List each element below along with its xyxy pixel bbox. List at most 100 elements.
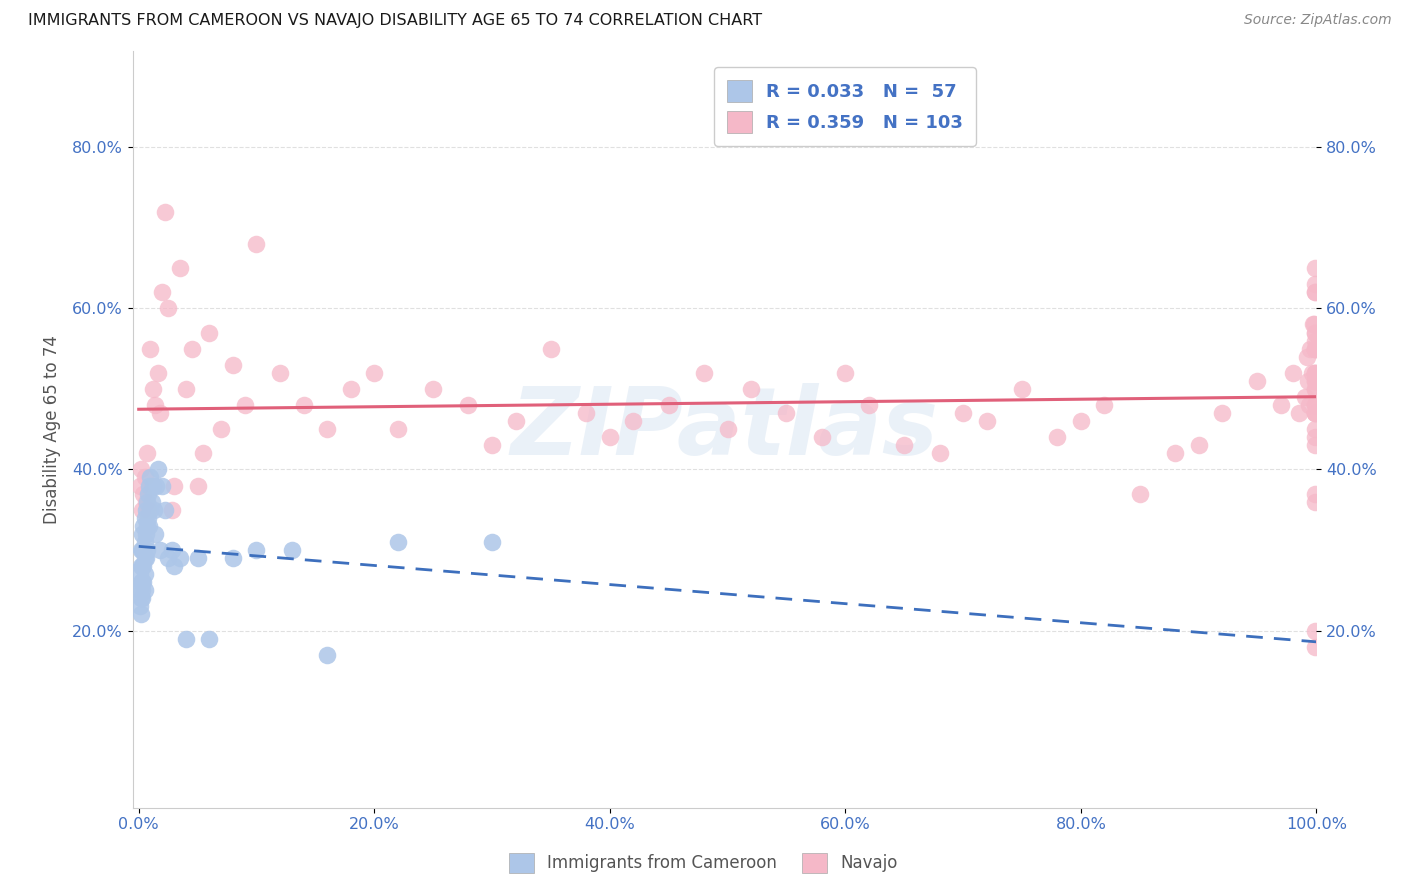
Point <box>128 599 150 614</box>
Point <box>693 366 716 380</box>
Point <box>131 543 153 558</box>
Point <box>1288 406 1310 420</box>
Point <box>174 382 197 396</box>
Point <box>136 510 159 524</box>
Point <box>149 406 172 420</box>
Point <box>157 551 180 566</box>
Point <box>245 543 267 558</box>
Text: IMMIGRANTS FROM CAMEROON VS NAVAJO DISABILITY AGE 65 TO 74 CORRELATION CHART: IMMIGRANTS FROM CAMEROON VS NAVAJO DISAB… <box>28 13 762 29</box>
Point <box>135 494 157 508</box>
Point <box>135 527 157 541</box>
Point <box>1303 285 1326 300</box>
Point <box>1270 398 1292 412</box>
Point <box>136 502 159 516</box>
Point <box>1303 438 1326 452</box>
Point <box>174 632 197 646</box>
Point <box>143 527 166 541</box>
Point <box>1303 342 1326 356</box>
Point <box>129 607 152 622</box>
Point <box>1303 366 1326 380</box>
Point <box>193 446 215 460</box>
Point <box>222 551 245 566</box>
Point <box>198 632 221 646</box>
Point <box>149 543 172 558</box>
Point <box>134 535 156 549</box>
Point <box>129 591 152 606</box>
Point <box>134 583 156 598</box>
Point <box>157 301 180 316</box>
Point <box>292 398 315 412</box>
Point <box>150 285 173 300</box>
Point <box>131 575 153 590</box>
Point <box>180 342 202 356</box>
Point <box>1246 374 1268 388</box>
Point <box>128 478 150 492</box>
Point <box>134 470 156 484</box>
Point <box>1303 326 1326 340</box>
Point <box>1303 374 1326 388</box>
Point <box>141 494 163 508</box>
Point <box>1303 640 1326 654</box>
Point <box>139 502 162 516</box>
Point <box>1303 406 1326 420</box>
Point <box>139 470 162 484</box>
Point <box>136 446 159 460</box>
Point <box>139 342 162 356</box>
Point <box>540 342 562 356</box>
Point <box>858 398 880 412</box>
Point <box>1303 342 1326 356</box>
Point <box>135 551 157 566</box>
Point <box>134 567 156 582</box>
Legend: Immigrants from Cameroon, Navajo: Immigrants from Cameroon, Navajo <box>502 847 904 880</box>
Point <box>129 575 152 590</box>
Point <box>1303 382 1326 396</box>
Point <box>1299 342 1322 356</box>
Point <box>1011 382 1033 396</box>
Point <box>136 494 159 508</box>
Legend: R = 0.033   N =  57, R = 0.359   N = 103: R = 0.033 N = 57, R = 0.359 N = 103 <box>714 67 976 145</box>
Point <box>1303 326 1326 340</box>
Point <box>1303 494 1326 508</box>
Point <box>1187 438 1209 452</box>
Point <box>1303 406 1326 420</box>
Point <box>143 398 166 412</box>
Point <box>169 261 191 276</box>
Point <box>575 406 598 420</box>
Point <box>169 551 191 566</box>
Point <box>621 414 644 428</box>
Point <box>1303 406 1326 420</box>
Point <box>138 518 160 533</box>
Point <box>457 398 479 412</box>
Point <box>481 438 503 452</box>
Point <box>222 358 245 372</box>
Point <box>132 518 155 533</box>
Point <box>153 204 176 219</box>
Point <box>976 414 998 428</box>
Point <box>1129 486 1152 500</box>
Point <box>1046 430 1069 444</box>
Point <box>740 382 762 396</box>
Point <box>129 559 152 574</box>
Point <box>1303 430 1326 444</box>
Point <box>893 438 915 452</box>
Point <box>132 559 155 574</box>
Point <box>136 486 159 500</box>
Point <box>316 422 339 436</box>
Point <box>1303 366 1326 380</box>
Point <box>1303 285 1326 300</box>
Point <box>160 543 183 558</box>
Point <box>209 422 232 436</box>
Point <box>135 502 157 516</box>
Point <box>281 543 304 558</box>
Point <box>131 527 153 541</box>
Point <box>136 543 159 558</box>
Point <box>1303 277 1326 292</box>
Point <box>775 406 797 420</box>
Point <box>1301 366 1323 380</box>
Point <box>1303 398 1326 412</box>
Point <box>1303 486 1326 500</box>
Point <box>153 502 176 516</box>
Point <box>131 583 153 598</box>
Point <box>1303 342 1326 356</box>
Point <box>134 510 156 524</box>
